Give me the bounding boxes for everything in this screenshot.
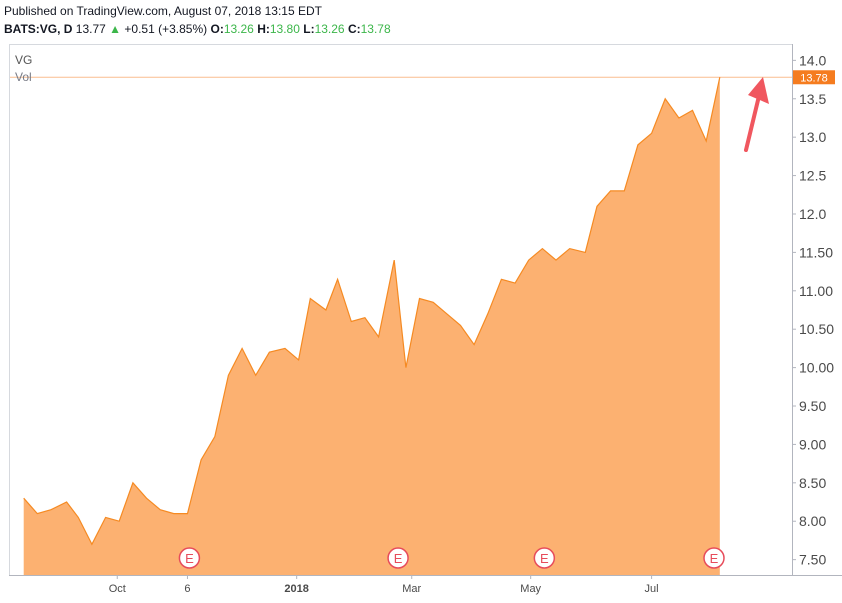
x-tick-label: 6 bbox=[184, 583, 190, 595]
price-change: +0.51 (+3.85%) bbox=[124, 22, 208, 36]
earnings-marker-label: E bbox=[185, 551, 194, 566]
x-tick-label: Mar bbox=[402, 583, 421, 595]
open-value: 13.26 bbox=[223, 22, 254, 36]
area-layer bbox=[23, 77, 721, 576]
y-tick-label: 9.00 bbox=[799, 436, 826, 452]
y-tick-label: 7.50 bbox=[799, 552, 826, 568]
published-line: Published on TradingView.com, August 07,… bbox=[4, 4, 322, 18]
low-value: 13.26 bbox=[314, 22, 345, 36]
earnings-marker-circle bbox=[703, 547, 725, 569]
x-tick-label: Jul bbox=[645, 583, 659, 595]
price-tag-layer: 13.78 bbox=[793, 70, 835, 85]
y-tick-label: 12.0 bbox=[799, 206, 826, 222]
legend-symbol: VG bbox=[15, 53, 32, 67]
price-line bbox=[23, 77, 721, 546]
y-tick-label: 8.00 bbox=[799, 513, 826, 529]
y-tick-label: 13.0 bbox=[799, 129, 826, 145]
last-price-tag-label: 13.78 bbox=[800, 72, 828, 84]
earnings-marker[interactable]: E bbox=[387, 547, 409, 569]
y-tick-label: 9.50 bbox=[799, 398, 826, 414]
y-axis: 14.0 13.5 13.0 12.5 12.0 11.50 11.00 10.50 10.00… bbox=[792, 52, 834, 568]
symbol-quote-line: BATS:VG, D 13.77 ▲ +0.51 (+3.85%) O:13.2… bbox=[4, 22, 391, 36]
open-label: O: bbox=[210, 22, 224, 36]
up-arrow-icon: ▲ bbox=[109, 22, 122, 36]
high-label: H: bbox=[257, 22, 270, 36]
earnings-marker-circle bbox=[533, 547, 556, 569]
legend-volume: Vol bbox=[15, 70, 32, 84]
y-tick-label: 8.50 bbox=[799, 475, 826, 491]
earnings-marker[interactable]: E bbox=[533, 547, 556, 569]
y-tick-label: 12.5 bbox=[799, 168, 826, 184]
y-tick-label: 13.5 bbox=[799, 91, 826, 107]
last-price-tag bbox=[793, 70, 835, 85]
y-tick-label: 11.00 bbox=[799, 283, 833, 299]
annotation-arrow-icon bbox=[744, 77, 769, 152]
y-tick-label: 11.50 bbox=[799, 244, 833, 260]
last-price: 13.77 bbox=[75, 22, 106, 36]
price-area bbox=[23, 77, 720, 576]
earnings-marker-label: E bbox=[540, 551, 549, 566]
earnings-marker[interactable]: E bbox=[703, 547, 725, 569]
y-tick-label: 10.00 bbox=[799, 360, 834, 376]
symbol-label: BATS:VG, D bbox=[4, 22, 73, 36]
earnings-marker-label: E bbox=[710, 551, 719, 566]
x-tick-label: Oct bbox=[109, 583, 126, 595]
low-label: L: bbox=[303, 22, 315, 36]
close-value: 13.78 bbox=[360, 22, 391, 36]
high-value: 13.80 bbox=[269, 22, 300, 36]
x-tick-label: 2018 bbox=[284, 583, 308, 595]
x-tick-label: May bbox=[520, 583, 541, 595]
earnings-marker-circle bbox=[387, 547, 409, 569]
earnings-marker-circle bbox=[178, 547, 201, 569]
x-axis: Oct 6 2018 Mar May Jul bbox=[109, 575, 659, 595]
close-label: C: bbox=[347, 22, 361, 36]
earnings-marker-label: E bbox=[394, 551, 403, 566]
y-tick-label: 10.50 bbox=[799, 321, 834, 337]
earnings-marker[interactable]: E bbox=[178, 547, 201, 569]
y-tick-label: 14.0 bbox=[799, 52, 826, 68]
